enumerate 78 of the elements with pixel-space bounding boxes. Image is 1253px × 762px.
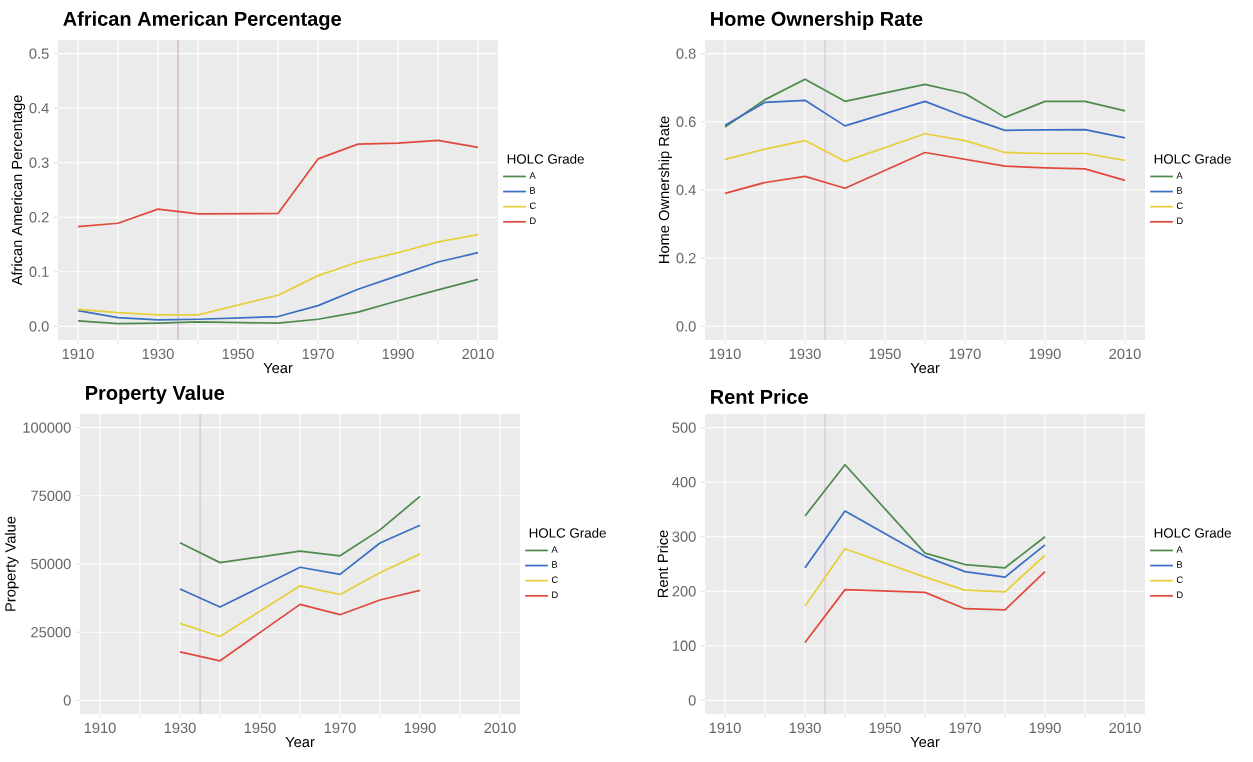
x-tick-label: 1990 — [1029, 722, 1061, 734]
chart-title: Property Value — [86, 385, 225, 404]
legend-label: B — [1177, 561, 1183, 568]
x-tick-label: 1930 — [142, 348, 174, 360]
y-tick-label: 400 — [672, 476, 696, 488]
y-tick-label: 0.2 — [676, 252, 696, 264]
y-tick-label: 25000 — [31, 626, 71, 638]
x-tick-label: 1950 — [222, 348, 254, 360]
x-tick-label: 1970 — [324, 722, 356, 734]
x-tick-label: 1930 — [789, 722, 821, 734]
y-axis-title: Home Ownership Rate — [658, 116, 673, 263]
y-tick-label: 100000 — [23, 422, 71, 433]
y-tick-label: 0.0 — [29, 321, 49, 332]
y-tick-label: 100 — [672, 640, 696, 651]
legend-label: C — [551, 576, 558, 584]
x-tick-label: 1910 — [709, 722, 741, 734]
x-axis-title: Year — [285, 736, 315, 748]
legend-label: C — [1176, 576, 1183, 584]
y-tick-label: 0.0 — [676, 321, 696, 332]
x-tick-label: 1990 — [1029, 348, 1061, 360]
x-tick-label: 2010 — [1109, 348, 1141, 360]
y-tick-label: 0.4 — [676, 184, 696, 196]
legend-label: C — [1176, 202, 1183, 210]
y-tick-label: 0.4 — [29, 102, 49, 114]
x-tick-label: 1950 — [869, 348, 901, 360]
x-tick-label: 1990 — [382, 348, 414, 360]
chart-title: African American Percentage — [63, 11, 341, 30]
y-tick-label: 50000 — [31, 558, 71, 570]
legend-label: C — [529, 202, 536, 210]
x-tick-label: 2010 — [484, 722, 516, 734]
legend-label: B — [530, 187, 536, 194]
legend-title: HOLC Grade — [1154, 153, 1231, 164]
legend-label: D — [1177, 217, 1183, 225]
x-tick-label: 1910 — [84, 722, 116, 734]
y-tick-label: 200 — [672, 586, 696, 597]
x-tick-label: 1970 — [302, 348, 334, 360]
y-tick-label: 0.3 — [29, 157, 49, 168]
y-tick-label: 75000 — [31, 490, 71, 501]
x-tick-label: 1970 — [949, 348, 981, 360]
y-axis-title: African American Percentage — [11, 95, 26, 286]
x-tick-label: 1930 — [164, 722, 196, 734]
x-tick-label: 1950 — [244, 722, 276, 734]
legend-label: A — [1176, 546, 1183, 553]
chart-title: Rent Price — [711, 389, 808, 404]
legend-label: D — [530, 217, 536, 225]
x-axis-title: Year — [263, 362, 293, 374]
y-tick-label: 500 — [672, 422, 696, 433]
x-axis-title: Year — [910, 362, 940, 374]
x-tick-label: 1990 — [404, 722, 436, 734]
x-tick-label: 1930 — [789, 348, 821, 360]
y-axis-title: Property Value — [4, 516, 19, 611]
y-tick-label: 0.5 — [29, 48, 49, 59]
x-tick-label: 1910 — [62, 348, 94, 360]
x-tick-label: 2010 — [1109, 722, 1141, 734]
y-tick-label: 0.2 — [29, 212, 49, 223]
legend-title: HOLC Grade — [1154, 527, 1231, 538]
legend-title: HOLC Grade — [507, 153, 584, 164]
chart-title: Home Ownership Rate — [711, 11, 923, 30]
x-axis-title: Year — [910, 736, 940, 748]
legend-label: D — [1177, 591, 1183, 599]
x-tick-label: 1970 — [949, 722, 981, 734]
legend-label: A — [551, 546, 558, 553]
y-tick-label: 0.8 — [676, 48, 696, 59]
x-tick-label: 1910 — [709, 348, 741, 360]
y-tick-label: 0.1 — [29, 266, 49, 277]
y-tick-label: 0 — [63, 695, 71, 706]
x-tick-label: 2010 — [462, 348, 494, 360]
y-tick-label: 300 — [672, 531, 696, 542]
legend-title: HOLC Grade — [529, 527, 606, 538]
y-tick-label: 0 — [688, 695, 696, 706]
legend-label: A — [1176, 172, 1183, 179]
legend-label: A — [529, 172, 536, 179]
legend-label: D — [552, 591, 558, 599]
legend-label: B — [1177, 187, 1183, 194]
x-tick-label: 1950 — [869, 722, 901, 734]
y-tick-label: 0.6 — [676, 116, 696, 127]
legend-label: B — [552, 561, 558, 568]
y-axis-title: Rent Price — [657, 530, 669, 598]
